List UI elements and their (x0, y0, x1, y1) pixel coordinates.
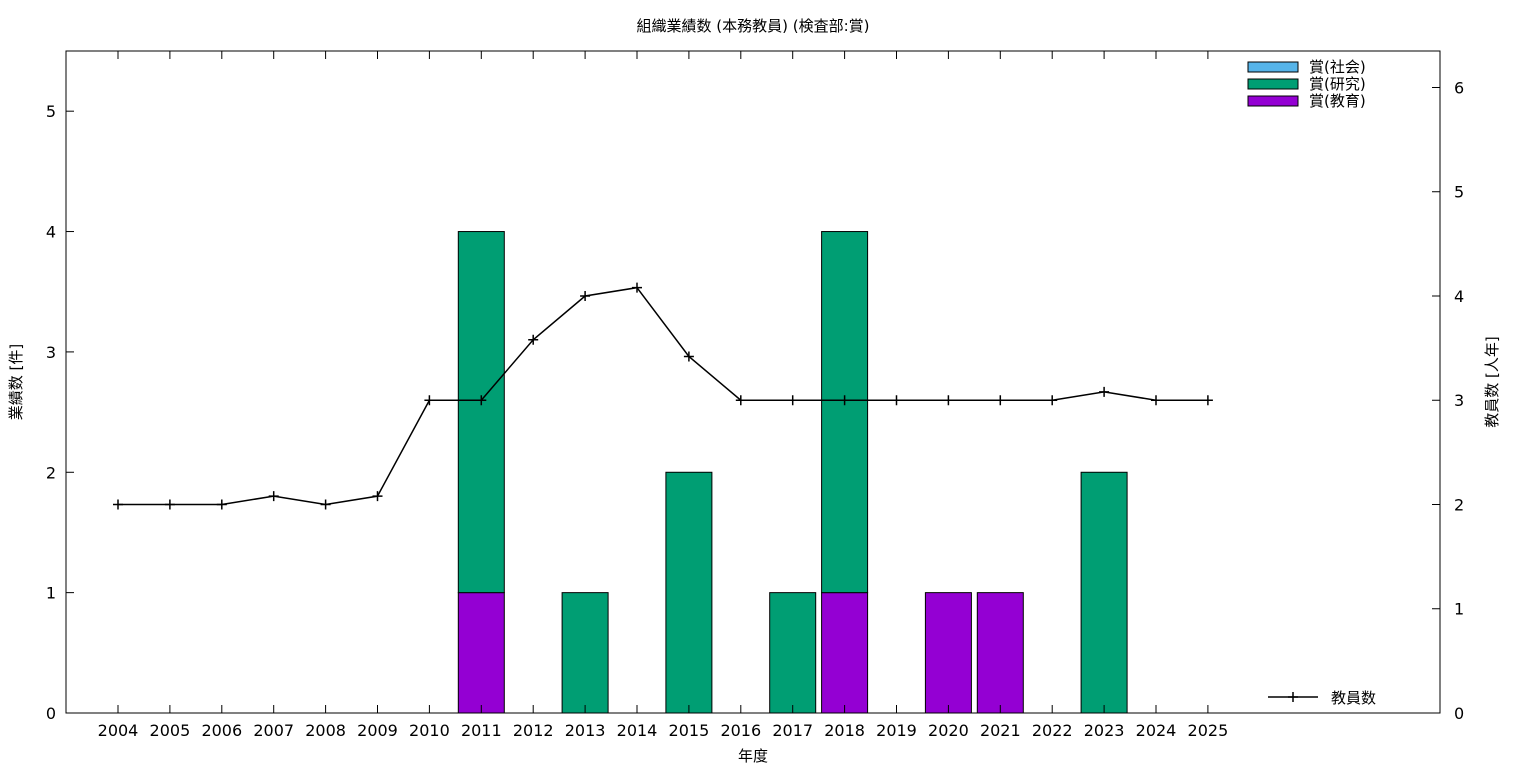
y2-tick-label-5: 5 (1454, 183, 1464, 202)
line-point-2012 (528, 334, 539, 345)
x-tick-label-2023: 2023 (1084, 721, 1125, 740)
legend-swatch-2 (1247, 95, 1299, 107)
line-point-2018 (839, 395, 850, 406)
y2-tick-label-2: 2 (1454, 495, 1464, 514)
bar-2011-series-0 (457, 592, 505, 714)
y2-tick-label-3: 3 (1454, 391, 1464, 410)
bar-2023-series-1 (1080, 471, 1128, 714)
y2-tick-label-4: 4 (1454, 287, 1464, 306)
x-tick-label-2013: 2013 (565, 721, 606, 740)
legend: 賞(社会)賞(研究)賞(教育) (1247, 58, 1366, 110)
legend-swatch-1 (1247, 78, 1299, 90)
x-tick-label-2008: 2008 (305, 721, 346, 740)
line-legend: 教員数 (1268, 689, 1376, 707)
line-point-2011 (476, 395, 487, 406)
x-tick-label-2005: 2005 (150, 721, 191, 740)
line-point-2021 (995, 395, 1006, 406)
line-point-2013 (580, 290, 591, 301)
x-tick-label-2017: 2017 (772, 721, 813, 740)
x-tick-label-2021: 2021 (980, 721, 1021, 740)
line-legend-label: 教員数 (1331, 689, 1376, 707)
line-series-path (118, 286, 1208, 506)
y-tick-label-0: 0 (46, 704, 56, 723)
legend-label-1: 賞(研究) (1309, 75, 1366, 93)
chart-title: 組織業績数 (本務教員) (検査部:賞) (637, 17, 870, 35)
bar-2020-series-0 (924, 592, 972, 714)
x-tick-label-2018: 2018 (824, 721, 865, 740)
line-point-2017 (787, 395, 798, 406)
line-point-2008 (320, 499, 331, 510)
line-point-2025 (1202, 395, 1213, 406)
line-legend-marker (1288, 692, 1298, 702)
bar-2018-series-1 (821, 231, 869, 594)
plot-frame (65, 50, 1441, 714)
line-point-2007 (268, 491, 279, 502)
x-tick-label-2009: 2009 (357, 721, 398, 740)
bar-2017-series-1 (769, 592, 817, 714)
legend-swatch-0 (1247, 61, 1299, 73)
x-tick-label-2022: 2022 (1032, 721, 1073, 740)
line-point-2023 (1099, 386, 1110, 397)
bar-2011-series-1 (457, 231, 505, 594)
y-tick-label-1: 1 (46, 584, 56, 603)
x-tick-label-2004: 2004 (98, 721, 139, 740)
line-point-2009 (372, 491, 383, 502)
x-tick-label-2007: 2007 (253, 721, 294, 740)
y2-tick-label-6: 6 (1454, 78, 1464, 97)
bar-2021-series-0 (976, 592, 1024, 714)
x-tick-label-2016: 2016 (720, 721, 761, 740)
x-tick-label-2010: 2010 (409, 721, 450, 740)
legend-label-2: 賞(教育) (1309, 92, 1366, 110)
bar-2013-series-1 (561, 592, 609, 714)
line-point-2019 (891, 395, 902, 406)
x-tick-label-2011: 2011 (461, 721, 502, 740)
y-tick-label-3: 3 (46, 343, 56, 362)
line-point-2006 (216, 499, 227, 510)
y2-tick-label-0: 0 (1454, 704, 1464, 723)
line-point-2015 (683, 351, 694, 362)
y-axis-label: 業績数 [件] (7, 344, 25, 420)
x-axis: 2004 2005 2006 2007 2008 2009 2010 2011 2012 2013… (98, 51, 1229, 740)
x-tick-label-2024: 2024 (1136, 721, 1177, 740)
x-tick-label-2025: 2025 (1188, 721, 1229, 740)
y-axis-left: 0 1 2 3 4 5 (46, 102, 74, 723)
bar-layer (457, 231, 1128, 714)
line-point-2020 (943, 395, 954, 406)
y2-axis-label: 教員数 [人年] (1483, 336, 1501, 427)
x-tick-label-2006: 2006 (201, 721, 242, 740)
y-tick-label-2: 2 (46, 463, 56, 482)
line-layer (113, 282, 1213, 510)
line-point-2014 (632, 282, 642, 293)
line-point-2010 (424, 395, 435, 406)
x-axis-label: 年度 (738, 747, 768, 765)
y-axis-right: 0 1 2 3 4 5 6 (1432, 78, 1464, 723)
x-tick-label-2012: 2012 (513, 721, 554, 740)
y-tick-label-5: 5 (46, 102, 56, 121)
line-point-2016 (735, 395, 746, 406)
x-tick-label-2015: 2015 (669, 721, 710, 740)
line-point-2005 (164, 499, 175, 510)
line-point-2004 (113, 499, 123, 510)
line-point-2024 (1151, 395, 1161, 406)
bar-2015-series-1 (665, 471, 713, 714)
bar-2018-series-0 (821, 592, 869, 714)
x-tick-label-2014: 2014 (617, 721, 658, 740)
line-point-2022 (1047, 395, 1058, 406)
legend-label-0: 賞(社会) (1309, 58, 1366, 76)
y-tick-label-4: 4 (46, 223, 56, 242)
x-tick-label-2020: 2020 (928, 721, 969, 740)
x-tick-label-2019: 2019 (876, 721, 917, 740)
y2-tick-label-1: 1 (1454, 600, 1464, 619)
